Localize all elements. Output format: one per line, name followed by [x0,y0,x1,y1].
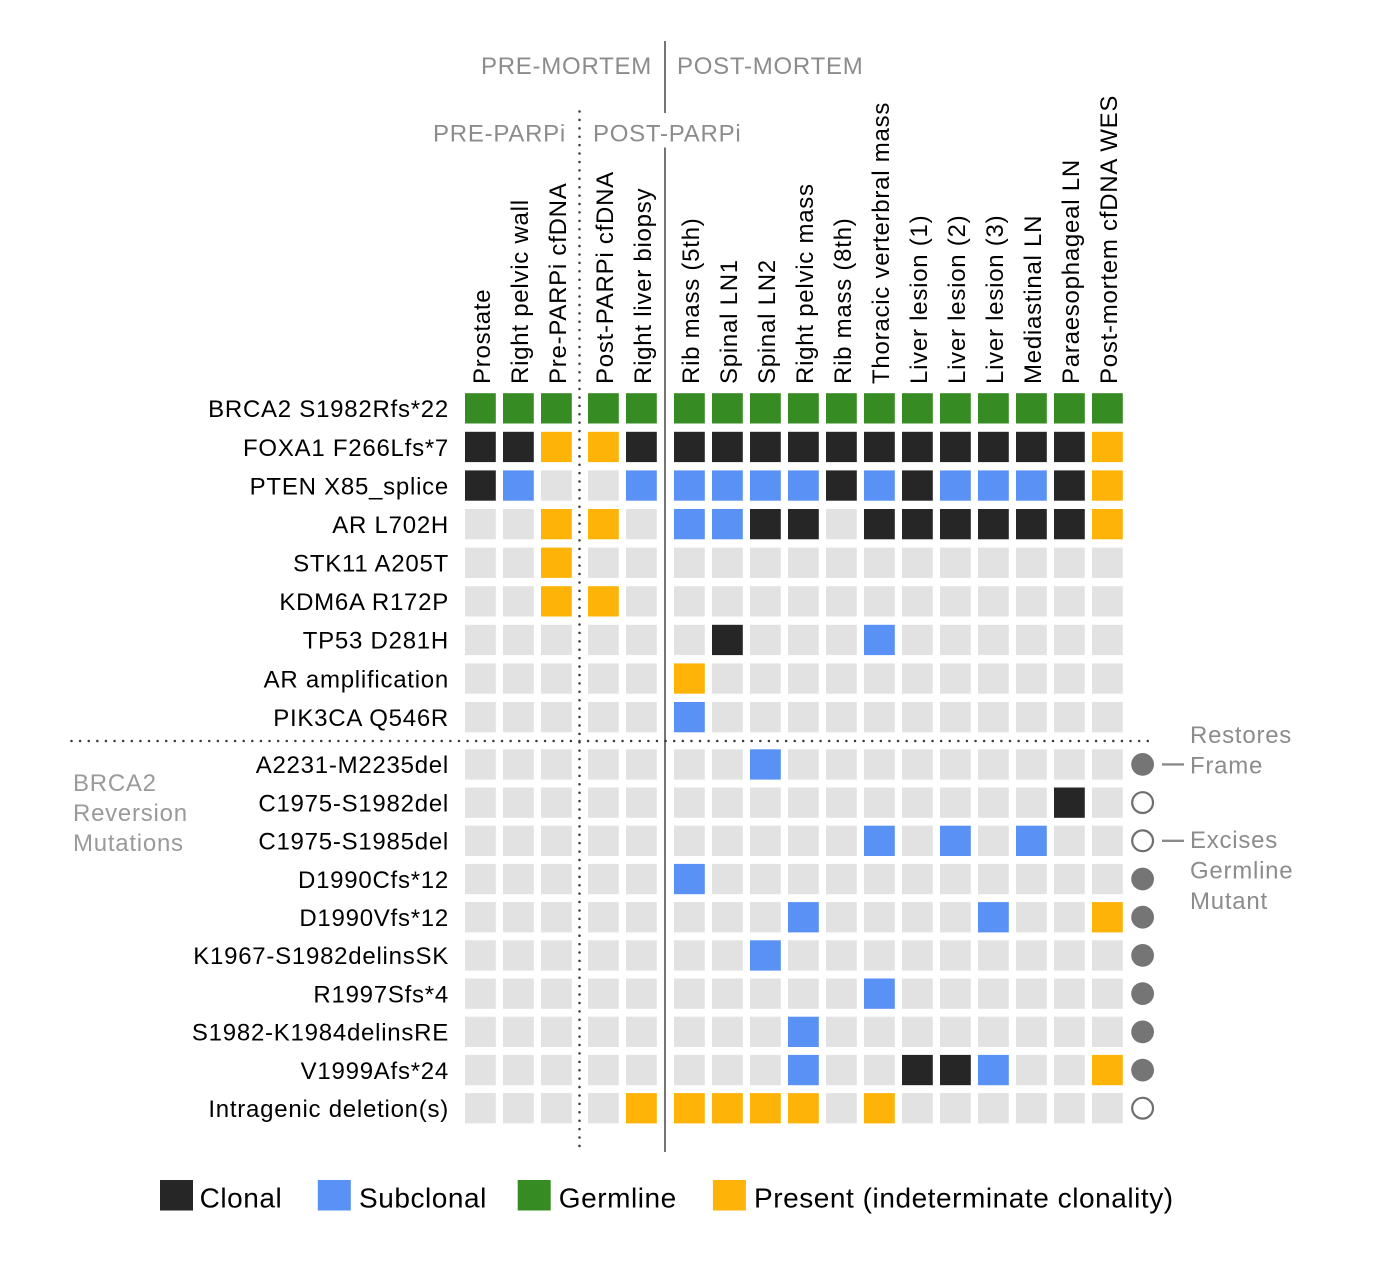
svg-text:A2231-M2235del: A2231-M2235del [256,752,449,779]
svg-text:BRCA2 S1982Rfs*22: BRCA2 S1982Rfs*22 [208,396,449,423]
svg-text:FOXA1 F266Lfs*7: FOXA1 F266Lfs*7 [243,435,449,462]
svg-text:Post-mortem cfDNA WES: Post-mortem cfDNA WES [1096,95,1123,384]
svg-text:Restores: Restores [1190,722,1292,749]
svg-text:Mediastinal LN: Mediastinal LN [1020,215,1047,384]
svg-text:Liver lesion (2): Liver lesion (2) [944,215,971,384]
svg-text:Clonal: Clonal [200,1183,283,1214]
svg-text:Rib mass (8th): Rib mass (8th) [830,217,857,384]
svg-text:Liver lesion (1): Liver lesion (1) [906,215,933,384]
svg-text:Present (indeterminate clonali: Present (indeterminate clonality) [754,1183,1174,1214]
svg-text:D1990Vfs*12: D1990Vfs*12 [299,905,449,932]
svg-text:Thoracic verterbral mass: Thoracic verterbral mass [868,102,895,384]
svg-text:S1982-K1984delinsRE: S1982-K1984delinsRE [192,1020,449,1047]
svg-text:AR L702H: AR L702H [332,512,449,539]
svg-text:C1975-S1982del: C1975-S1982del [258,790,449,817]
svg-text:PRE-PARPi: PRE-PARPi [433,121,566,148]
svg-text:D1990Cfs*12: D1990Cfs*12 [298,867,449,894]
svg-text:PIK3CA Q546R: PIK3CA Q546R [273,705,449,732]
svg-text:Mutations: Mutations [73,830,184,857]
svg-text:Paraesophageal LN: Paraesophageal LN [1058,159,1085,384]
svg-text:Germline: Germline [1190,858,1293,885]
svg-text:Spinal LN1: Spinal LN1 [716,259,743,384]
svg-text:Prostate: Prostate [469,289,496,384]
svg-text:AR amplification: AR amplification [264,666,449,693]
svg-text:V1999Afs*24: V1999Afs*24 [301,1058,449,1085]
svg-text:TP53 D281H: TP53 D281H [303,628,449,655]
svg-text:Post-PARPi cfDNA: Post-PARPi cfDNA [592,171,619,384]
svg-text:Pre-PARPi cfDNA: Pre-PARPi cfDNA [545,182,572,384]
svg-text:STK11 A205T: STK11 A205T [293,551,449,578]
svg-text:BRCA2: BRCA2 [73,770,157,797]
svg-text:PRE-MORTEM: PRE-MORTEM [481,53,652,80]
svg-text:R1997Sfs*4: R1997Sfs*4 [313,981,449,1008]
svg-text:Right pelvic mass: Right pelvic mass [792,183,819,384]
svg-text:POST-PARPi: POST-PARPi [593,121,741,148]
svg-text:KDM6A R172P: KDM6A R172P [279,589,449,616]
svg-text:K1967-S1982delinsSK: K1967-S1982delinsSK [193,943,449,970]
svg-text:Reversion: Reversion [73,800,188,827]
svg-text:Liver lesion (3): Liver lesion (3) [982,215,1009,384]
svg-text:Subclonal: Subclonal [359,1183,487,1214]
svg-text:C1975-S1985del: C1975-S1985del [258,829,449,856]
svg-text:Right liver biopsy: Right liver biopsy [630,188,657,384]
svg-text:Frame: Frame [1190,753,1263,780]
svg-text:Spinal LN2: Spinal LN2 [754,259,781,384]
svg-text:Right pelvic wall: Right pelvic wall [507,199,534,384]
svg-text:POST-MORTEM: POST-MORTEM [677,53,863,80]
svg-text:PTEN X85_splice: PTEN X85_splice [250,473,449,500]
svg-text:Mutant: Mutant [1190,888,1268,915]
svg-text:Rib mass (5th): Rib mass (5th) [678,217,705,384]
svg-text:Germline: Germline [559,1183,677,1214]
svg-text:Intragenic deletion(s): Intragenic deletion(s) [208,1096,449,1123]
svg-text:Excises: Excises [1190,827,1278,854]
